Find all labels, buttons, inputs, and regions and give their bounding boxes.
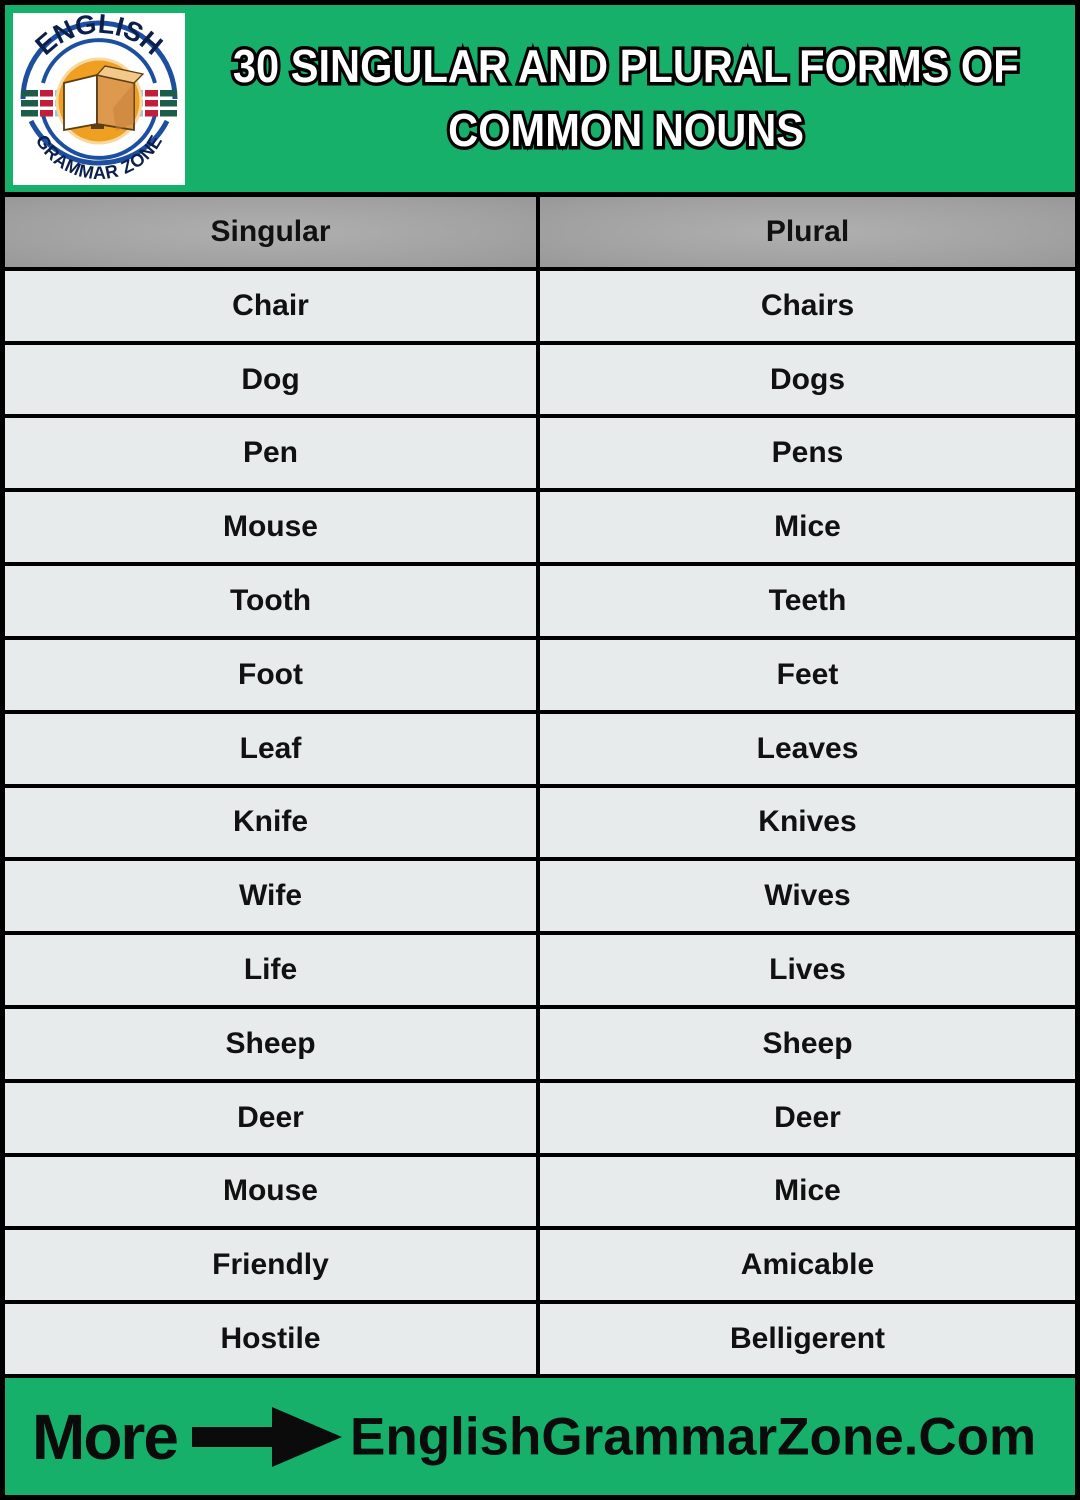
svg-text:ENGLISH: ENGLISH [30,13,169,61]
